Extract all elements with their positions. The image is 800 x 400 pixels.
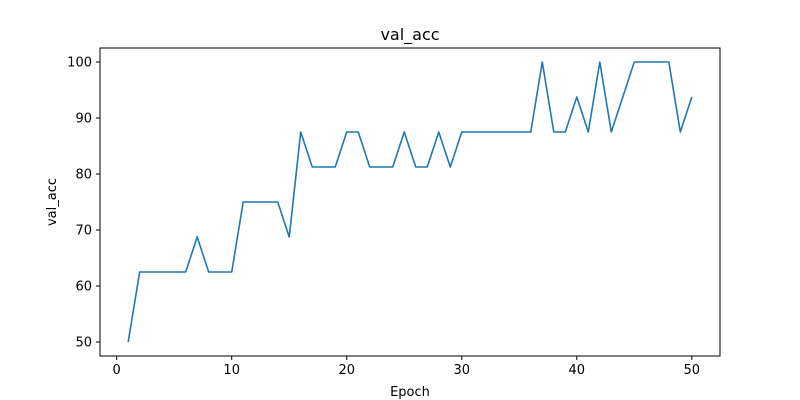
y-tick-label: 80 [75, 168, 92, 183]
data-point [645, 61, 647, 63]
data-point [587, 131, 589, 133]
data-point [495, 131, 497, 133]
data-point [242, 201, 244, 203]
data-point [622, 96, 624, 98]
data-point [357, 131, 359, 133]
data-point [415, 166, 417, 168]
data-point [449, 166, 451, 168]
data-point [610, 131, 612, 133]
plot-frame [99, 47, 721, 357]
data-point [599, 61, 601, 63]
data-point [369, 166, 371, 168]
data-point [564, 131, 566, 133]
data-point [657, 61, 659, 63]
data-point [288, 236, 290, 238]
data-point [507, 131, 509, 133]
data-point [541, 61, 543, 63]
y-tick-label: 60 [75, 280, 92, 295]
y-axis-label: val_acc [45, 178, 60, 226]
data-point [208, 271, 210, 273]
y-tick-label: 100 [67, 56, 92, 71]
data-point [392, 166, 394, 168]
data-point [254, 201, 256, 203]
x-tick-label: 40 [569, 363, 586, 378]
data-point [219, 271, 221, 273]
data-point [311, 166, 313, 168]
data-point [680, 131, 682, 133]
data-point [553, 131, 555, 133]
data-point [150, 271, 152, 273]
y-tick-label: 70 [75, 224, 92, 239]
data-point [438, 131, 440, 133]
data-point [426, 166, 428, 168]
x-axis-label: Epoch [390, 385, 430, 400]
plot-area [127, 61, 693, 343]
data-point [472, 131, 474, 133]
data-point [265, 201, 267, 203]
data-point [691, 96, 693, 98]
data-point [323, 166, 325, 168]
data-point [576, 96, 578, 98]
data-point [173, 271, 175, 273]
data-point [484, 131, 486, 133]
y-tick-label: 50 [75, 336, 92, 351]
data-point [231, 271, 233, 273]
y-tick-label: 90 [75, 112, 92, 127]
series-line [127, 61, 693, 343]
chart-title: val_acc [380, 25, 439, 45]
data-point [518, 131, 520, 133]
data-point [461, 131, 463, 133]
data-point [139, 271, 141, 273]
x-tick-label: 30 [453, 363, 470, 378]
data-point [300, 131, 302, 133]
data-point [380, 166, 382, 168]
data-point [162, 271, 164, 273]
x-tick-label: 10 [223, 363, 240, 378]
data-point [530, 131, 532, 133]
data-point [668, 61, 670, 63]
x-tick-label: 0 [113, 363, 121, 378]
data-point [185, 271, 187, 273]
data-point [346, 131, 348, 133]
x-tick-label: 50 [684, 363, 701, 378]
x-tick-label: 20 [338, 363, 355, 378]
data-point [334, 166, 336, 168]
data-point [403, 131, 405, 133]
data-point [196, 236, 198, 238]
data-point [277, 201, 279, 203]
data-point [127, 341, 129, 343]
data-point [634, 61, 636, 63]
